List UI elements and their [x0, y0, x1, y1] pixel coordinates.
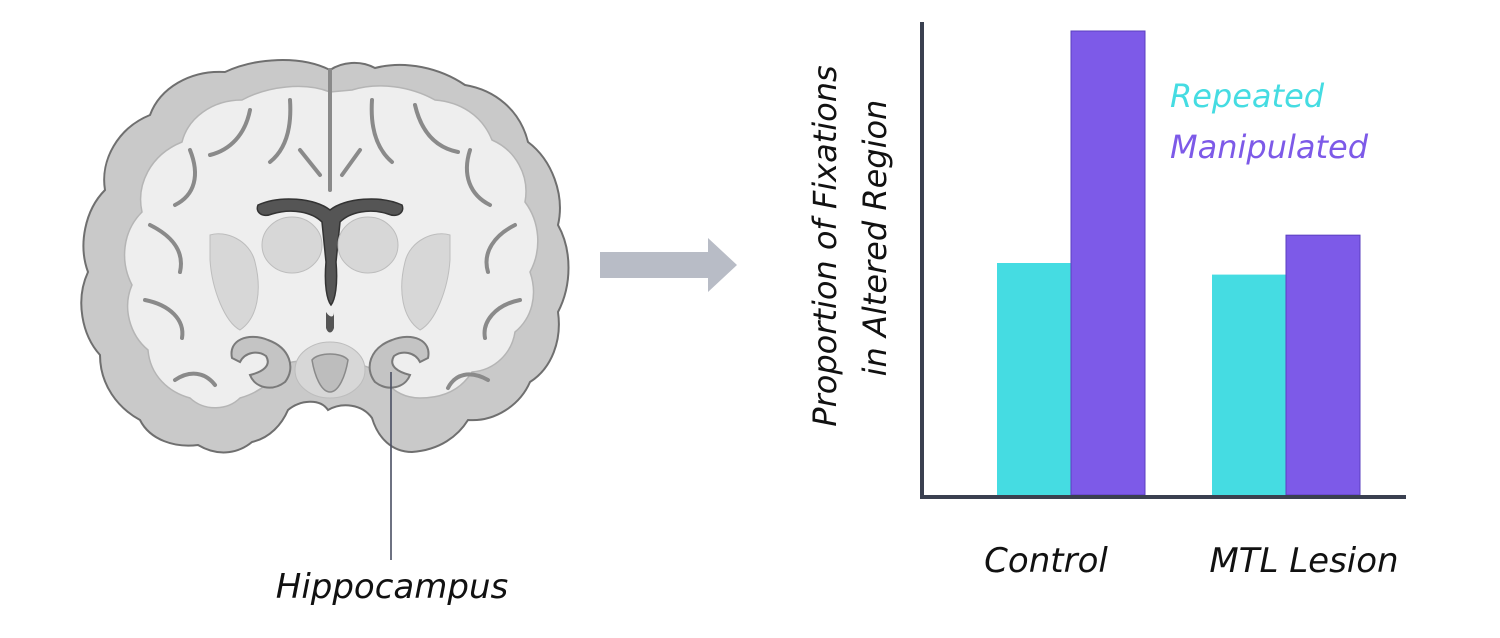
x-tick-label-mtl-lesion: MTL Lesion [1209, 541, 1398, 581]
bar-repeated-control [997, 263, 1071, 495]
hippocampus-label: Hippocampus [276, 567, 508, 607]
brain-illustration [80, 59, 570, 454]
y-axis-label-line-2: in Altered Region [856, 100, 894, 377]
bar-manipulated-control [1070, 30, 1146, 496]
bar-manipulated-mtl-lesion [1285, 234, 1361, 496]
bar-chart: Proportion of Fixations in Altered Regio… [806, 22, 1406, 581]
brain-sulci [143, 68, 522, 390]
legend-entry-manipulated: Manipulated [1170, 128, 1369, 166]
brain-midline-structure [311, 353, 349, 393]
brain-third-ventricle [326, 312, 334, 333]
brain-hippocampi [230, 335, 430, 389]
legend-entry-repeated: Repeated [1170, 77, 1325, 115]
bar-repeated-mtl-lesion [1212, 274, 1286, 495]
right-arrow-icon [600, 238, 737, 292]
chart-bars [997, 30, 1361, 496]
brain-deep-nuclei [209, 216, 451, 399]
brain-ventricles [256, 198, 404, 307]
y-axis-label-line-1: Proportion of Fixations [806, 65, 844, 426]
x-tick-label-control: Control [984, 541, 1108, 581]
